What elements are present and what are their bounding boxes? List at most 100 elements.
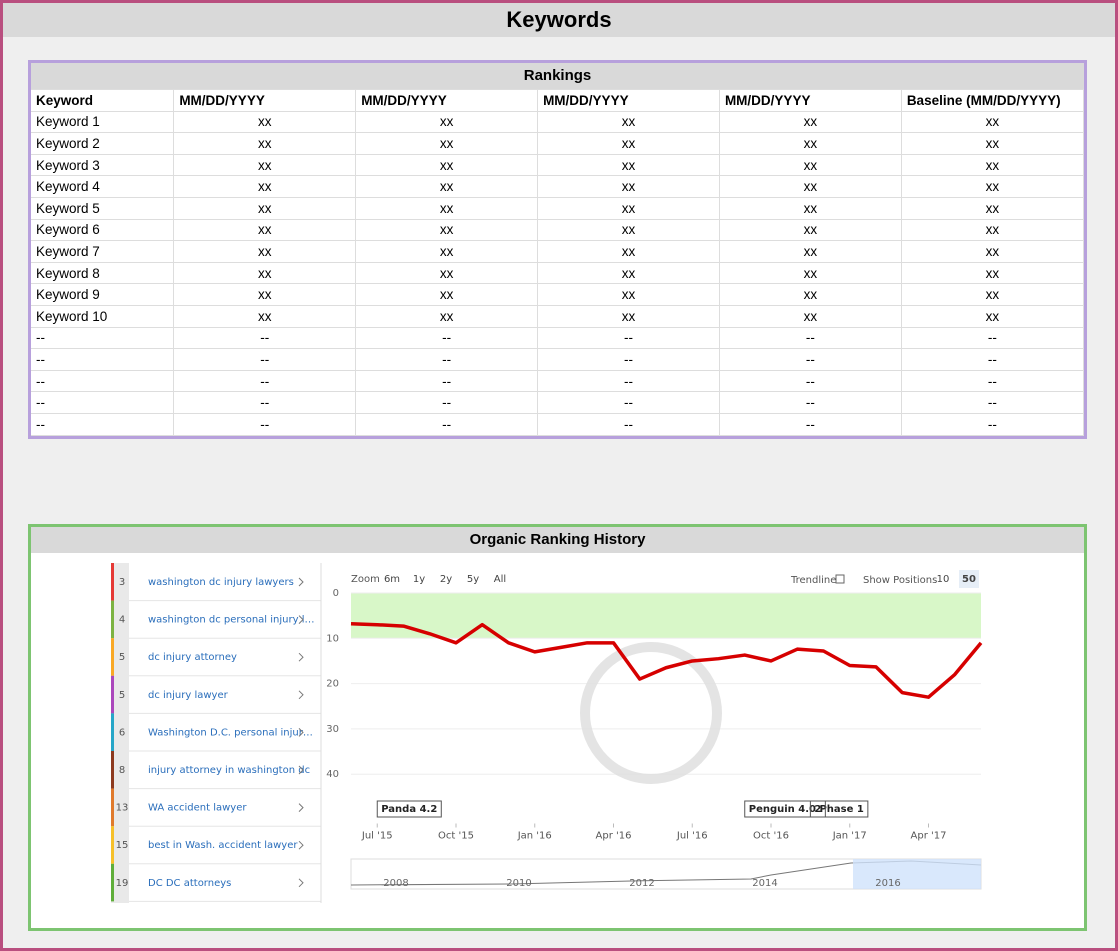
- keyword-color: [111, 826, 114, 864]
- table-cell: MM/DD/YYYY: [718, 89, 902, 112]
- table-cell: --: [31, 412, 175, 436]
- keyword-label[interactable]: dc injury lawyer: [148, 690, 229, 701]
- zoom-button[interactable]: All: [494, 574, 506, 585]
- table-cell: xx: [718, 132, 902, 155]
- zoom-button[interactable]: 2y: [440, 574, 452, 585]
- table-cell: xx: [537, 196, 720, 220]
- keyword-position: 15: [116, 840, 129, 851]
- table-cell: xx: [718, 240, 902, 263]
- zoom-button[interactable]: 5y: [467, 574, 479, 585]
- history-title: Organic Ranking History: [31, 527, 1084, 553]
- x-tick-label: Apr '16: [596, 831, 632, 842]
- rankings-title: Rankings: [31, 63, 1084, 89]
- table-cell: xx: [355, 218, 539, 242]
- navigator-label: 2016: [875, 878, 900, 889]
- keyword-label[interactable]: dc injury attorney: [148, 652, 237, 663]
- table-cell: --: [900, 369, 1085, 393]
- table-row: Keyword 3 xx xx xx xx xx: [31, 153, 1085, 177]
- table-cell: Keyword 7: [31, 240, 175, 263]
- table-cell: xx: [537, 175, 720, 198]
- table-cell: xx: [173, 283, 357, 306]
- table-cell: --: [537, 348, 720, 371]
- keyword-position: 13: [116, 803, 129, 814]
- keyword-position: 4: [119, 615, 125, 626]
- table-cell: Keyword: [31, 89, 175, 112]
- keyword-label[interactable]: DC DC attorneys: [148, 878, 231, 889]
- table-cell: xx: [537, 240, 720, 263]
- keyword-position: 6: [119, 727, 125, 738]
- table-row: Keyword 4 xx xx xx xx xx: [31, 175, 1085, 198]
- y-tick-label: 0: [333, 588, 339, 599]
- keyword-color: [111, 713, 114, 751]
- chevron: [298, 652, 304, 662]
- history-panel: Organic Ranking History 3 washington dc i…: [28, 524, 1087, 931]
- table-cell: xx: [537, 283, 720, 306]
- table-cell: MM/DD/YYYY: [355, 89, 539, 112]
- positions-button[interactable]: 10: [937, 574, 950, 585]
- keyword-label[interactable]: injury attorney in washington dc: [148, 765, 310, 776]
- table-cell: Keyword 8: [31, 261, 175, 285]
- table-cell: xx: [537, 218, 720, 242]
- table-cell: xx: [718, 175, 902, 198]
- keyword-label[interactable]: WA accident lawyer: [148, 803, 247, 814]
- chevron: [298, 728, 304, 737]
- annotation: Panda 4.2: [381, 804, 437, 815]
- table-cell: xx: [173, 218, 357, 242]
- y-tick-label: 40: [326, 769, 339, 780]
- table-cell: xx: [900, 110, 1085, 134]
- annotation: 2: [814, 804, 821, 815]
- table-cell: xx: [537, 110, 720, 134]
- table-cell: xx: [537, 261, 720, 285]
- table-cell: MM/DD/YYYY: [537, 89, 720, 112]
- table-cell: Keyword 9: [31, 283, 175, 306]
- keyword-color: [111, 638, 114, 676]
- x-tick-label: Oct '15: [438, 831, 474, 842]
- table-cell: Keyword 2: [31, 132, 175, 155]
- chevron: [298, 615, 304, 624]
- table-row: Keyword 9 xx xx xx xx xx: [31, 283, 1085, 306]
- positions-button[interactable]: 50: [962, 574, 976, 585]
- rankings-panel: Rankings Keyword MM/DD/YYYY MM/DD/YYYY MM/D…: [28, 60, 1087, 439]
- keyword-label[interactable]: washington dc personal injury l…: [148, 615, 314, 626]
- y-tick-label: 10: [326, 633, 339, 644]
- table-cell: --: [355, 412, 539, 436]
- navigator-label: 2008: [383, 878, 408, 889]
- positions-band: [351, 593, 981, 639]
- keyword-label[interactable]: Washington D.C. personal injur…: [148, 727, 313, 738]
- table-cell: Keyword 4: [31, 175, 175, 198]
- keyword-position: 5: [119, 690, 125, 701]
- keyword-label[interactable]: best in Wash. accident lawyer: [148, 840, 298, 851]
- table-cell: --: [355, 348, 539, 371]
- table-cell: xx: [718, 196, 902, 220]
- table-cell: xx: [173, 261, 357, 285]
- watermark: [580, 642, 722, 784]
- table-cell: xx: [900, 304, 1085, 328]
- table-cell: --: [900, 326, 1085, 350]
- table-cell: xx: [355, 110, 539, 134]
- table-cell: Keyword 1: [31, 110, 175, 134]
- table-cell: --: [173, 369, 357, 393]
- y-tick-label: 30: [326, 724, 339, 735]
- table-cell: --: [718, 369, 902, 393]
- zoom-button[interactable]: 1y: [413, 574, 425, 585]
- chevron: [298, 690, 304, 700]
- table-row: -- -- -- -- -- --: [31, 412, 1085, 436]
- table-cell: --: [31, 326, 175, 350]
- trendline-checkbox[interactable]: [835, 574, 845, 584]
- table-cell: xx: [355, 132, 539, 155]
- list-bg: [111, 563, 321, 903]
- table-cell: xx: [900, 132, 1085, 155]
- ranking-chart: 3 washington dc injury lawyers 4 washington…: [111, 563, 995, 903]
- zoom-button[interactable]: 6m: [384, 574, 400, 585]
- table-cell: xx: [718, 261, 902, 285]
- keyword-position: 3: [119, 577, 125, 588]
- keyword-label[interactable]: washington dc injury lawyers: [148, 577, 294, 588]
- x-tick-label: Jul '16: [676, 831, 708, 842]
- keyword-color: [111, 563, 114, 601]
- table-cell: --: [173, 412, 357, 436]
- navigator-selection: [853, 859, 981, 889]
- table-cell: --: [537, 369, 720, 393]
- table-cell: xx: [355, 304, 539, 328]
- table-row: Keyword 2 xx xx xx xx xx: [31, 132, 1085, 155]
- annotation-box: [744, 800, 869, 818]
